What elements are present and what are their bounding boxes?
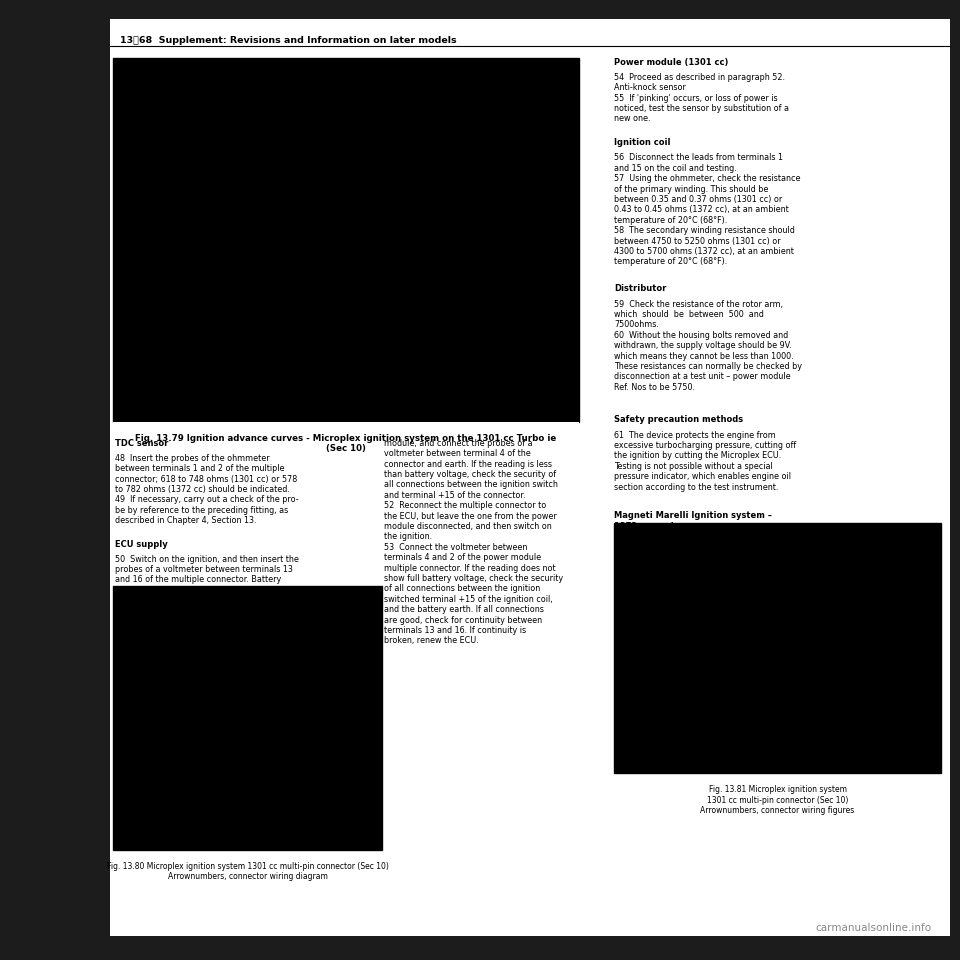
Text: 48  Insert the probes of the ohmmeter
between terminals 1 and 2 of the multiple
: 48 Insert the probes of the ohmmeter bet… xyxy=(115,454,299,525)
Text: Power module supply (1301 cc): Power module supply (1301 cc) xyxy=(115,636,264,644)
Bar xyxy=(614,523,941,773)
Text: Fig. 13.79 Ignition advance curves - Microplex ignition system on the 1301 cc Tu: Fig. 13.79 Ignition advance curves - Mic… xyxy=(135,434,556,453)
Text: TDC sensor: TDC sensor xyxy=(115,439,169,447)
Text: Power module (1301 cc): Power module (1301 cc) xyxy=(614,58,729,66)
Text: Fig. 13.80 Microplex ignition system 1301 cc multi-pin connector (Sec 10)
Arrown: Fig. 13.80 Microplex ignition system 130… xyxy=(107,862,389,881)
Text: Fig. 13.81 Microplex ignition system
1301 cc multi-pin connector (Sec 10)
Arrown: Fig. 13.81 Microplex ignition system 130… xyxy=(701,785,854,815)
Text: Distributor: Distributor xyxy=(614,284,667,294)
Text: ECU supply: ECU supply xyxy=(115,540,168,548)
Text: Magneti Marelli Ignition system –
1372 cc engines: Magneti Marelli Ignition system – 1372 c… xyxy=(614,512,773,531)
Text: module, and connect the probes of a
voltmeter between terminal 4 of the
connecto: module, and connect the probes of a volt… xyxy=(384,439,564,645)
Text: 56  Disconnect the leads from terminals 1
and 15 on the coil and testing.
57  Us: 56 Disconnect the leads from terminals 1… xyxy=(614,154,801,266)
Text: 54  Proceed as described in paragraph 52.
Anti-knock sensor
55  If 'pinking' occ: 54 Proceed as described in paragraph 52.… xyxy=(614,73,789,123)
Text: 13⁨68  Supplement: Revisions and Information on later models: 13⁨68 Supplement: Revisions and Informat… xyxy=(120,36,457,45)
Bar xyxy=(110,19,950,936)
Text: 51  Pull the multiple plug from the power: 51 Pull the multiple plug from the power xyxy=(115,651,280,660)
Text: 61  The device protects the engine from
excessive turbocharging pressure, cuttin: 61 The device protects the engine from e… xyxy=(614,431,797,492)
Text: 59  Check the resistance of the rotor arm,
which  should  be  between  500  and
: 59 Check the resistance of the rotor arm… xyxy=(614,300,803,392)
Text: Safety precaution methods: Safety precaution methods xyxy=(614,416,744,424)
Bar xyxy=(113,586,382,850)
Bar xyxy=(113,422,579,445)
Text: Ignition coil: Ignition coil xyxy=(614,138,671,147)
Bar xyxy=(113,58,579,422)
Text: 50  Switch on the ignition, and then insert the
probes of a voltmeter between te: 50 Switch on the ignition, and then inse… xyxy=(115,555,300,615)
Text: 62  This system operates in a similar manner
to that of the other type described: 62 This system operates in a similar man… xyxy=(614,546,808,608)
Text: carmanualsonline.info: carmanualsonline.info xyxy=(815,924,931,933)
